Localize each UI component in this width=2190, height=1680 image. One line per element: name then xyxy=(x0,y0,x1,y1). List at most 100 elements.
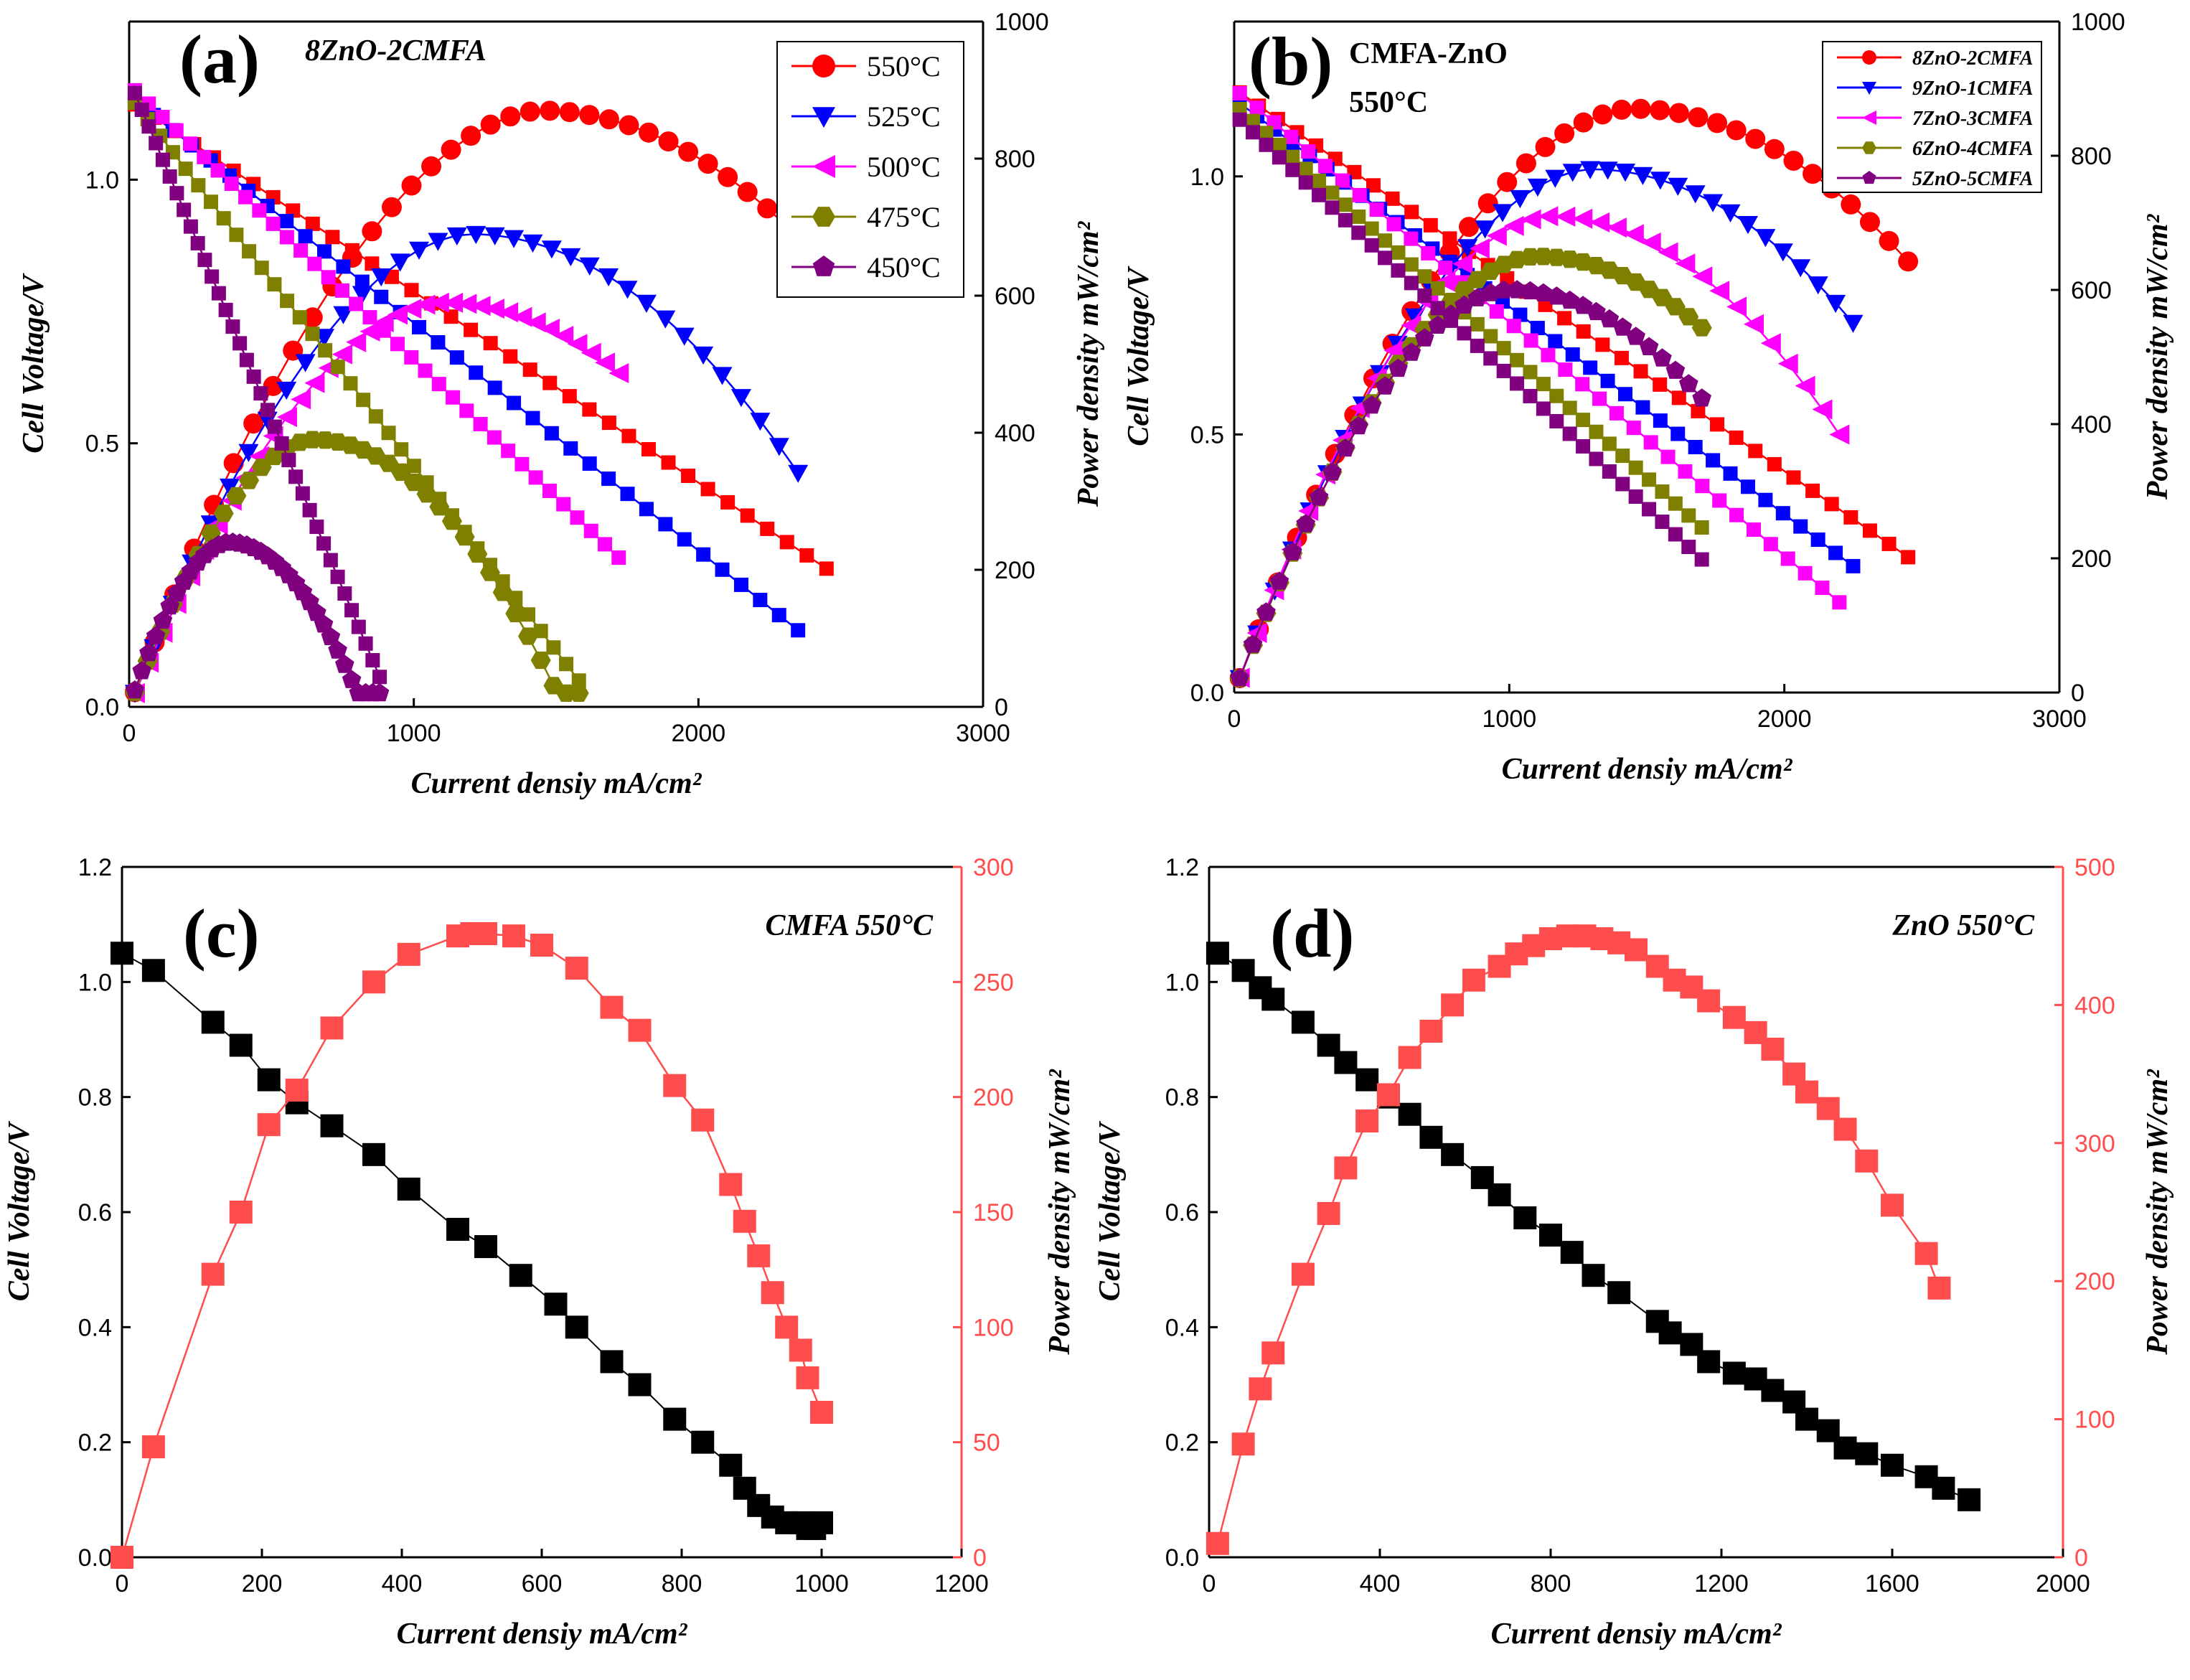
voltage-point xyxy=(141,119,156,134)
x-tick-label: 1200 xyxy=(934,1570,989,1597)
voltage-point xyxy=(1722,1361,1746,1385)
power-point xyxy=(1521,209,1541,230)
power-point xyxy=(1467,271,1488,288)
voltage-point xyxy=(1404,276,1419,291)
voltage-point xyxy=(362,310,377,325)
power-point xyxy=(1803,164,1823,184)
voltage-point xyxy=(563,441,578,456)
voltage-point xyxy=(127,85,142,100)
voltage-point xyxy=(720,494,736,510)
power-point xyxy=(530,934,553,957)
power-point xyxy=(1475,220,1495,239)
power-point xyxy=(1611,99,1632,120)
x-tick-label: 2000 xyxy=(672,720,726,747)
voltage-point xyxy=(521,607,536,622)
x-tick-label: 1000 xyxy=(1482,705,1537,733)
voltage-point xyxy=(1312,173,1327,188)
power-point xyxy=(530,651,551,670)
legend-label: 5ZnO-5CMFA xyxy=(1912,168,2034,190)
voltage-point xyxy=(507,395,522,410)
voltage-point xyxy=(246,369,261,384)
y2-tick-label: 200 xyxy=(2071,545,2112,573)
power-point xyxy=(1349,416,1368,435)
power-point xyxy=(480,563,500,581)
y2-tick-label: 600 xyxy=(995,283,1035,310)
voltage-point xyxy=(1642,502,1657,517)
power-point xyxy=(560,248,581,267)
power-point xyxy=(1707,113,1728,133)
voltage-point xyxy=(343,376,358,391)
x-tick-label: 600 xyxy=(522,1570,563,1597)
y2-axis-label: Power density mW/cm² xyxy=(2141,213,2174,500)
power-point xyxy=(1533,248,1554,266)
power-point xyxy=(390,253,410,272)
power-point xyxy=(1783,150,1804,171)
power-point xyxy=(1555,206,1576,227)
voltage-point xyxy=(1261,987,1285,1011)
voltage-point xyxy=(503,349,518,364)
power-point xyxy=(1678,308,1699,326)
power-point xyxy=(474,921,497,945)
power-point xyxy=(761,1281,784,1305)
voltage-point xyxy=(474,1235,497,1259)
power-point xyxy=(229,1201,253,1224)
voltage-point xyxy=(443,309,459,324)
power-point xyxy=(1477,193,1498,214)
voltage-point xyxy=(1419,1125,1443,1149)
voltage-point xyxy=(1421,245,1436,261)
power-point xyxy=(1772,243,1793,262)
voltage-point xyxy=(514,456,530,471)
power-point xyxy=(1454,295,1474,314)
voltage-point xyxy=(210,163,225,178)
voltage-point xyxy=(696,547,711,562)
x-tick-label: 0 xyxy=(1203,1570,1216,1597)
power-point xyxy=(1668,103,1689,123)
voltage-point xyxy=(309,520,324,535)
power-point xyxy=(1650,172,1670,190)
voltage-series xyxy=(1206,942,1981,1511)
power-point xyxy=(291,389,311,410)
voltage-point xyxy=(571,673,586,688)
power-point xyxy=(428,233,448,251)
voltage-point xyxy=(449,350,464,365)
power-point xyxy=(500,106,521,127)
power-point xyxy=(201,1262,225,1286)
voltage-point xyxy=(1633,364,1648,379)
y2-tick-label: 0 xyxy=(2071,680,2085,707)
voltage-point xyxy=(819,561,834,576)
y-tick-label: 0.4 xyxy=(1165,1314,1199,1341)
power-point xyxy=(1738,216,1758,235)
power-point xyxy=(1334,1156,1358,1180)
power-point xyxy=(1692,266,1713,287)
voltage-point xyxy=(1846,558,1861,573)
power-point xyxy=(608,363,629,383)
y2-tick-label: 400 xyxy=(2074,992,2115,1019)
voltage-point xyxy=(1386,217,1401,232)
power-point xyxy=(1597,161,1618,180)
voltage-point xyxy=(1285,149,1300,164)
legend-marker xyxy=(812,255,835,276)
voltage-point xyxy=(1810,532,1825,548)
y2-tick-label: 0 xyxy=(995,694,1008,721)
voltage-point xyxy=(190,235,205,250)
voltage-point xyxy=(281,453,296,468)
power-point xyxy=(619,115,639,136)
voltage-point xyxy=(1560,1241,1584,1264)
y-tick-label: 0.0 xyxy=(78,1544,112,1572)
y-tick-label: 1.0 xyxy=(1190,164,1224,191)
voltage-point xyxy=(431,377,446,392)
voltage-point xyxy=(1206,942,1229,965)
x-axis-label: Current densiy mA/cm² xyxy=(1491,1618,1782,1651)
voltage-point xyxy=(1417,269,1432,284)
voltage-point xyxy=(1558,362,1573,377)
voltage-point xyxy=(753,593,768,608)
voltage-point xyxy=(1325,185,1340,200)
power-point xyxy=(335,654,354,673)
voltage-point xyxy=(1364,238,1379,253)
power-point xyxy=(1503,215,1524,236)
voltage-point xyxy=(663,1407,687,1431)
voltage-point xyxy=(381,426,396,441)
voltage-point xyxy=(372,670,387,685)
voltage-point xyxy=(661,455,676,470)
voltage-point xyxy=(1366,178,1381,193)
